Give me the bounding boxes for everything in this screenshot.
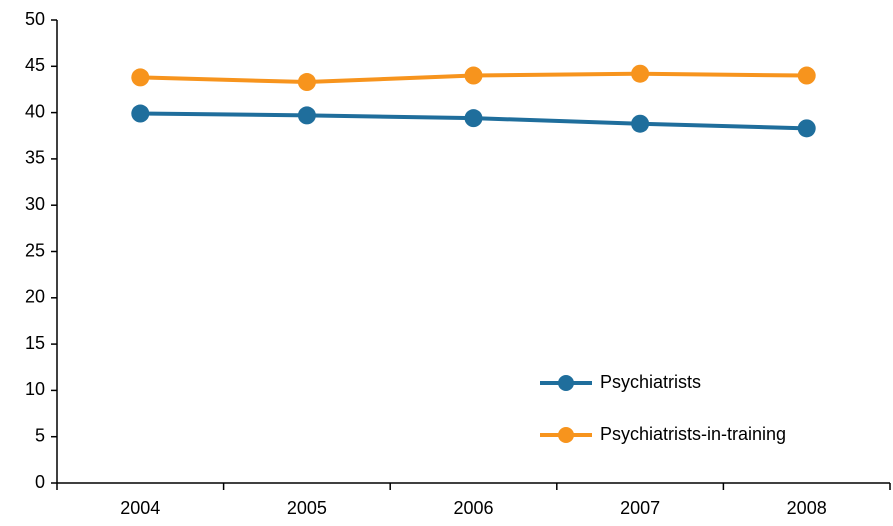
x-tick-label: 2004 [120,498,160,518]
data-point [131,68,150,87]
y-tick-label: 0 [35,472,45,492]
data-point [464,66,483,85]
x-tick-label: 2007 [620,498,660,518]
y-tick-label: 30 [25,194,45,214]
data-point [797,66,816,85]
y-tick-label: 35 [25,148,45,168]
x-tick-label: 2006 [453,498,493,518]
y-tick-label: 15 [25,333,45,353]
data-point [297,73,316,92]
y-tick-label: 10 [25,379,45,399]
y-tick-label: 25 [25,240,45,260]
legend-label: Psychiatrists-in-training [600,424,786,444]
x-tick-label: 2005 [287,498,327,518]
legend-marker [558,375,574,391]
y-tick-label: 45 [25,55,45,75]
legend-marker [558,427,574,443]
data-point [631,114,650,133]
data-point [297,106,316,125]
data-point [464,109,483,128]
y-tick-label: 50 [25,9,45,29]
y-tick-label: 40 [25,101,45,121]
y-tick-label: 20 [25,287,45,307]
y-tick-label: 5 [35,425,45,445]
data-point [797,119,816,138]
data-point [631,64,650,83]
x-tick-label: 2008 [787,498,827,518]
data-point [131,104,150,123]
legend-label: Psychiatrists [600,372,701,392]
